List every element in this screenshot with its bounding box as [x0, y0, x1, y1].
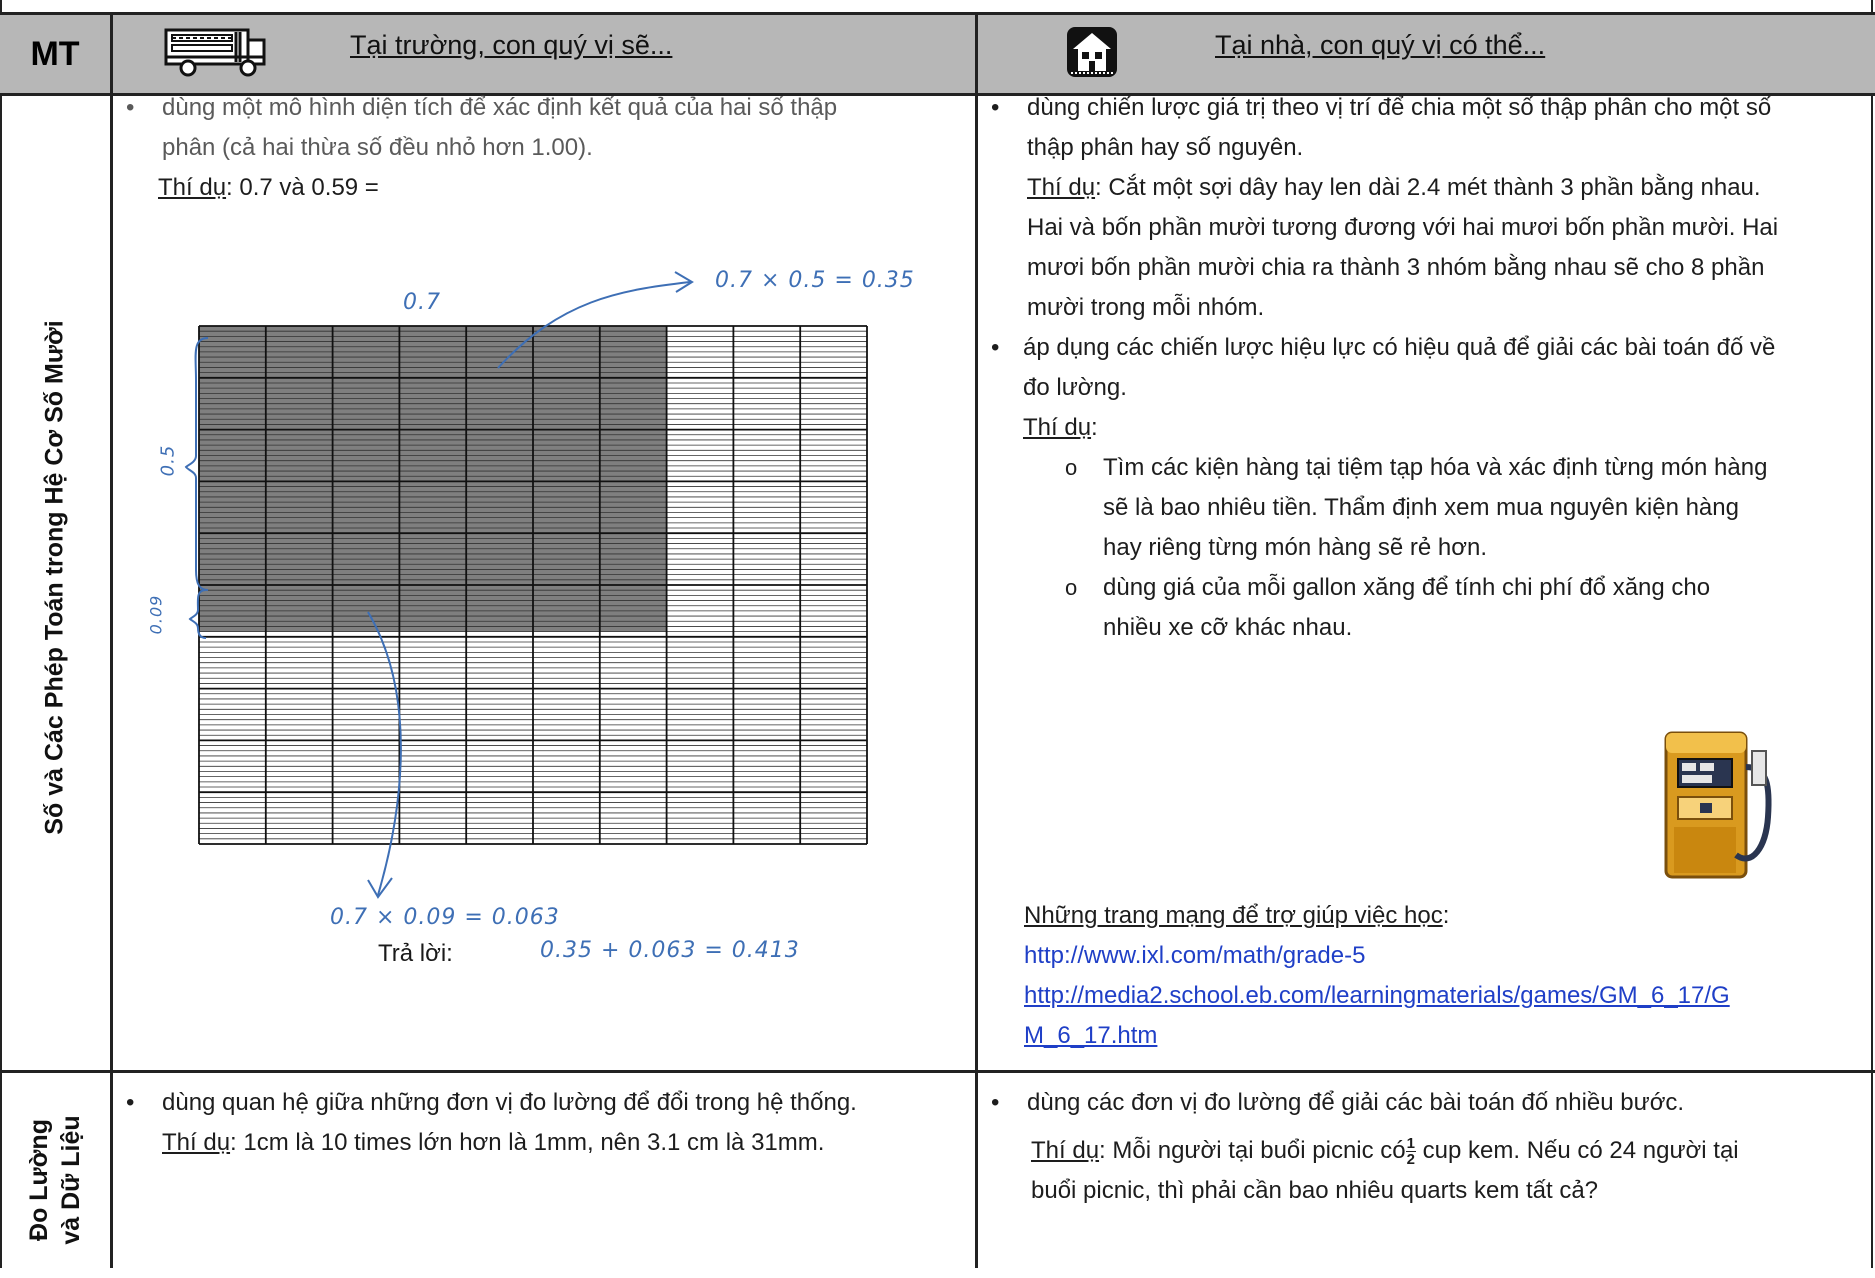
- example-text: : Cắt một sợi dây hay len dài 2.4 mét th…: [1095, 174, 1761, 201]
- example-label: Thí dụ: [158, 174, 227, 201]
- text-line: Tìm các kiện hàng tại tiệm tạp hóa và xá…: [1103, 454, 1768, 481]
- website-link-2[interactable]: http://media2.school.eb.com/learningmate…: [1024, 976, 1864, 1056]
- text-line: hay riêng từng món hàng sẽ rẻ hơn.: [1103, 534, 1488, 561]
- text-line: áp dụng các chiến lược hiệu lực có hiệu …: [1023, 334, 1776, 361]
- column-divider-1: [110, 15, 113, 1268]
- colon: :: [1091, 414, 1098, 441]
- text-line: dùng các đơn vị đo lường để giải các bài…: [1027, 1089, 1685, 1116]
- hand-label-bottom: 0.7 × 0.09 = 0.063: [330, 905, 560, 930]
- row-divider: [0, 1070, 1875, 1073]
- row2-home-example: Thí dụ: Mỗi người tại buổi picnic có 1 2 c…: [985, 1131, 1865, 1211]
- example-label: Thí dụ: [162, 1129, 231, 1156]
- text-line: Thí dụ: Mỗi người tại buổi picnic có 1 2 c…: [1031, 1131, 1865, 1171]
- hand-answer: 0.35 + 0.063 = 0.413: [540, 938, 800, 963]
- row1-school-bullet: dùng một mô hình diện tích để xác định k…: [120, 88, 965, 168]
- text-line: phân (cả hai thừa số đều nhỏ hơn 1.00).: [162, 134, 593, 161]
- text-line: mười trong mỗi nhóm.: [1027, 294, 1265, 321]
- text-line: Thí dụ:: [1023, 408, 1865, 448]
- example-text: : Mỗi người tại buổi picnic có: [1099, 1137, 1406, 1164]
- example-text: : 1cm là 10 times lớn hơn là 1mm, nên 3.…: [230, 1129, 825, 1156]
- text-line: và Dữ Liệu: [57, 1115, 85, 1245]
- colon: :: [1442, 902, 1450, 929]
- websites-block: Những trang mạng để trợ giúp việc học: h…: [1024, 896, 1864, 1056]
- text-line: dùng một mô hình diện tích để xác định k…: [162, 94, 838, 121]
- text-line: dùng chiến lược giá trị theo vị trí để c…: [1027, 94, 1772, 121]
- text-line: Những trang mạng để trợ giúp việc học:: [1024, 896, 1864, 936]
- house-icon: [1067, 27, 1117, 77]
- website-link-1[interactable]: http://www.ixl.com/math/grade-5: [1024, 942, 1366, 969]
- fraction-denominator: 2: [1406, 1151, 1415, 1169]
- text-line: đo lường.: [1023, 374, 1127, 401]
- gas-pump-icon: [1664, 731, 1772, 879]
- row2-school-bullet: dùng quan hệ giữa những đơn vị đo lường …: [120, 1083, 965, 1163]
- row2-school-cell: dùng quan hệ giữa những đơn vị đo lường …: [120, 1083, 965, 1163]
- area-model-grid: [198, 325, 868, 845]
- text-line: thập phân hay số nguyên.: [1027, 134, 1304, 161]
- text-line: Thí dụ: 1cm là 10 times lớn hơn là 1mm, …: [162, 1123, 965, 1163]
- row1-home-bullet-2: áp dụng các chiến lược hiệu lực có hiệu …: [985, 328, 1865, 648]
- example-label: Thí dụ: [1027, 174, 1096, 201]
- sub-item-2: dùng giá của mỗi gallon xăng để tính chi…: [1023, 568, 1865, 648]
- text-line: dùng giá của mỗi gallon xăng để tính chi…: [1103, 574, 1711, 601]
- text-line: buổi picnic, thì phải cần bao nhiêu quar…: [1031, 1177, 1599, 1204]
- home-heading: Tại nhà, con quý vị có thể...: [1215, 30, 1546, 60]
- text-line: Đo Lường: [25, 1119, 53, 1241]
- top-border: [0, 12, 1875, 15]
- mt-label: MT: [30, 34, 80, 73]
- row1-school-cell: dùng một mô hình diện tích để xác định k…: [120, 88, 965, 208]
- school-bus-icon: [164, 28, 266, 77]
- row1-school-example: Thí dụ: 0.7 và 0.59 =: [120, 168, 965, 208]
- text-line[interactable]: http://media2.school.eb.com/learningmate…: [1024, 982, 1730, 1009]
- row1-home-cell: dùng chiến lược giá trị theo vị trí để c…: [985, 88, 1865, 648]
- text-line: Hai và bốn phần mười tương đương với hai…: [1027, 214, 1779, 241]
- row2-home-cell: dùng các đơn vị đo lường để giải các bài…: [985, 1083, 1865, 1211]
- text-line: sẽ là bao nhiêu tiền. Thẩm định xem mua …: [1103, 494, 1739, 521]
- example-label: Thí dụ: [1031, 1137, 1100, 1164]
- row2-category-label: Đo Lường và Dữ Liệu: [23, 1082, 87, 1278]
- fraction-numerator: 1: [1405, 1135, 1416, 1153]
- websites-label: Những trang mạng để trợ giúp việc học: [1024, 902, 1443, 929]
- example-text: : 0.7 và 0.59 =: [226, 174, 379, 201]
- school-heading: Tại trường, con quý vị sẽ...: [350, 30, 673, 60]
- hand-label-top-right: 0.7 × 0.5 = 0.35: [715, 268, 915, 293]
- example-label: Thí dụ: [1023, 414, 1092, 441]
- text-line: nhiều xe cỡ khác nhau.: [1103, 614, 1353, 641]
- text-line: dùng quan hệ giữa những đơn vị đo lường …: [162, 1089, 857, 1116]
- row2-home-bullet: dùng các đơn vị đo lường để giải các bài…: [985, 1083, 1865, 1123]
- sub-item-1: Tìm các kiện hàng tại tiệm tạp hóa và xá…: [1023, 448, 1865, 568]
- column-divider-2: [975, 15, 978, 1268]
- example-text: cup kem. Nếu có 24 người tại: [1416, 1137, 1739, 1164]
- row1-home-bullet-1: dùng chiến lược giá trị theo vị trí để c…: [985, 88, 1865, 328]
- text-line: mươi bốn phần mười chia ra thành 3 nhóm …: [1027, 254, 1765, 281]
- hand-label-top-left: 0.7: [403, 290, 441, 315]
- answer-label: Trả lời:: [378, 940, 453, 967]
- text-line: Thí dụ: Cắt một sợi dây hay len dài 2.4 …: [1027, 168, 1865, 208]
- text-line[interactable]: M_6_17.htm: [1024, 1022, 1158, 1049]
